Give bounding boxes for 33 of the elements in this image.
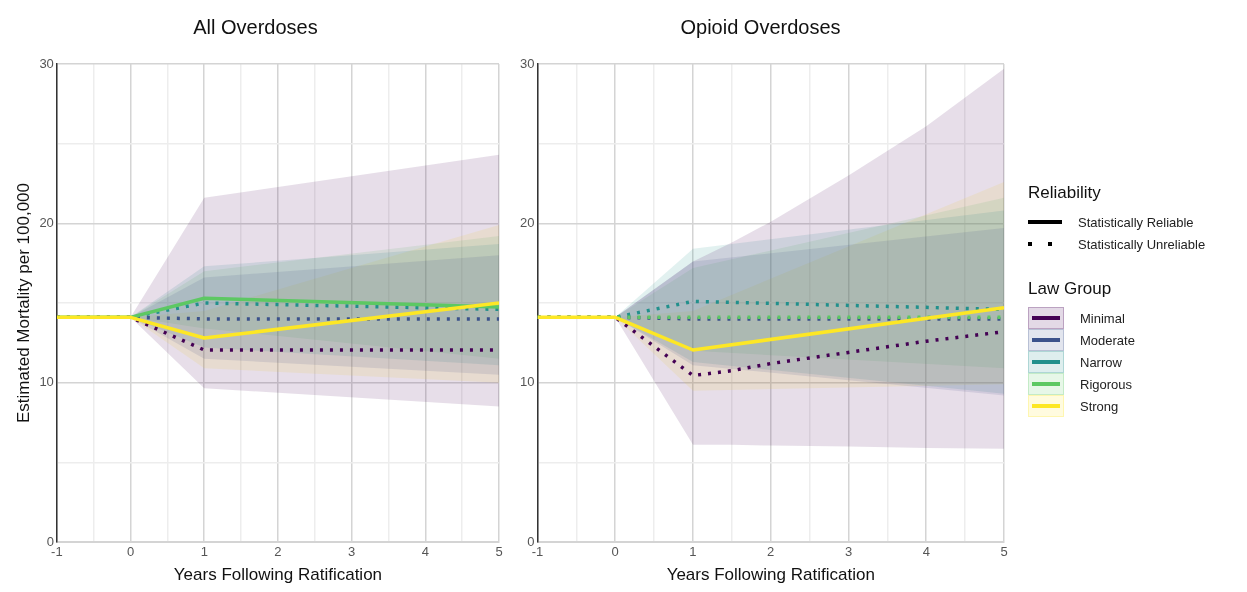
x-tick-label: 4	[421, 544, 429, 560]
text: Statistically Reliable	[1078, 214, 1194, 230]
text: Reliability	[1028, 183, 1102, 203]
chart-title: All Overdoses	[193, 15, 318, 38]
y-axis-title: Estimated Mortality per 100,000	[13, 182, 33, 424]
y-tick-label: 30	[519, 55, 535, 71]
x-tick-label: 2	[767, 544, 775, 560]
x-tick-label: 4	[922, 544, 930, 560]
x-axis-title: Years Following Ratification	[173, 565, 383, 585]
x-tick-label: 5	[1000, 544, 1008, 560]
x-tick-label: 2	[274, 544, 282, 560]
legend-title: Law Group	[1028, 279, 1113, 299]
x-tick-label: 1	[689, 544, 697, 560]
legend-label: Minimal	[1080, 310, 1125, 326]
x-tick-label: 3	[348, 544, 356, 560]
y-tick-label: 20	[519, 214, 535, 230]
legend-label: Strong	[1080, 398, 1119, 414]
y-tick-label: 10	[519, 374, 535, 390]
x-tick-label: 0	[611, 544, 619, 560]
x-tick-label: 1	[200, 544, 208, 560]
chart-title: Opioid Overdoses	[680, 15, 841, 38]
y-tick-label: 20	[39, 214, 54, 230]
x-tick-label: 0	[126, 544, 135, 560]
text: Statistically Unreliable	[1078, 236, 1206, 252]
legend-label: Moderate	[1080, 332, 1135, 348]
y-tick-label: 0	[46, 533, 54, 549]
legend-label: Narrow	[1080, 354, 1122, 370]
y-tick-label: 30	[39, 55, 54, 71]
x-tick-label: 3	[844, 544, 853, 560]
y-tick-label: 10	[39, 374, 54, 390]
x-axis-title: Years Following Ratification	[666, 565, 875, 585]
legend-label: Rigorous	[1080, 376, 1133, 392]
x-tick-label: 5	[495, 544, 503, 560]
